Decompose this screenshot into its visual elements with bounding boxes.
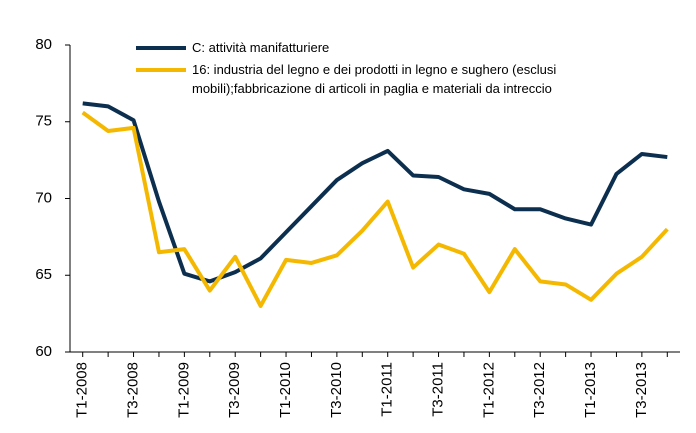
x-tick-label: T3-2008 [125,362,142,418]
x-tick-label: T1-2008 [74,362,91,418]
x-tick-label: T1-2011 [379,362,396,417]
x-tick-label: T1-2012 [480,362,497,418]
x-tick-label: T1-2010 [277,362,294,418]
y-tick-label: 75 [35,113,52,130]
series-line [81,110,669,308]
series-line [82,101,668,284]
x-tick-label: T3-2009 [226,362,243,418]
x-tick-label: T1-2009 [175,362,192,418]
x-tick-label: T1-2013 [582,362,599,418]
y-tick-label: 80 [35,36,52,53]
x-tick-label: T3-2013 [633,362,650,418]
x-tick-label: T3-2012 [531,362,548,418]
legend-label: 16: industria del legno e dei prodotti i… [192,62,557,96]
y-tick-label: 60 [35,343,52,360]
x-tick-label: T3-2011 [430,362,447,417]
y-tick-label: 65 [35,266,52,283]
x-tick-label: T3-2010 [328,362,345,418]
y-tick-label: 70 [35,189,52,206]
legend-label: C: attività manifatturiere [192,40,330,55]
